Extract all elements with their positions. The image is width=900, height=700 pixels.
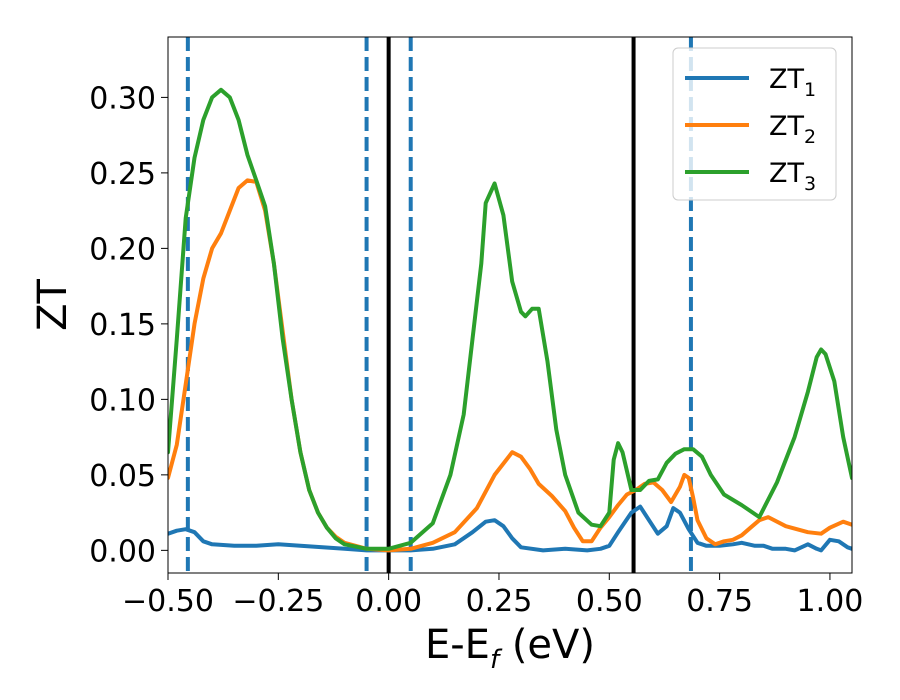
x-axis-label-unit: (eV) <box>499 622 595 668</box>
series-line-ZT3 <box>168 87 852 551</box>
axes-frame <box>167 36 853 574</box>
y-tick-label: 0.25 <box>89 157 156 192</box>
reference-lines <box>185 37 693 573</box>
x-tick-label: 0.50 <box>576 584 643 619</box>
y-tick-label: 0.20 <box>89 232 156 267</box>
x-axis-ticks: −0.50 −0.25 0.00 0.25 0.50 0.75 1.00 <box>122 573 863 619</box>
legend-label-ZT3: ZT3 <box>769 158 816 195</box>
y-tick-label: 0.15 <box>89 308 156 343</box>
legend: ZT1 ZT2 ZT3 <box>672 47 837 201</box>
x-tick-label: 1.00 <box>797 584 864 619</box>
x-tick-label: 0.75 <box>686 584 753 619</box>
x-axis-label: E-Ef (eV) <box>425 622 595 675</box>
y-tick-label: 0.00 <box>89 534 156 569</box>
x-tick-label: −0.25 <box>232 584 324 619</box>
y-axis-label: ZT <box>30 279 76 331</box>
y-tick-label: 0.05 <box>89 459 156 494</box>
x-tick-label: 0.25 <box>466 584 533 619</box>
series-lines <box>168 87 852 553</box>
legend-box <box>672 47 837 201</box>
y-tick-label: 0.30 <box>89 81 156 116</box>
x-tick-label: 0.00 <box>355 584 422 619</box>
y-axis-ticks: 0.00 0.05 0.10 0.15 0.20 0.25 0.30 <box>89 81 168 569</box>
legend-label-ZT1: ZT1 <box>769 64 816 101</box>
series-line-ZT1 <box>168 504 852 553</box>
y-tick-label: 0.10 <box>89 383 156 418</box>
x-tick-label: −0.50 <box>122 584 214 619</box>
legend-label-ZT2: ZT2 <box>769 111 816 148</box>
